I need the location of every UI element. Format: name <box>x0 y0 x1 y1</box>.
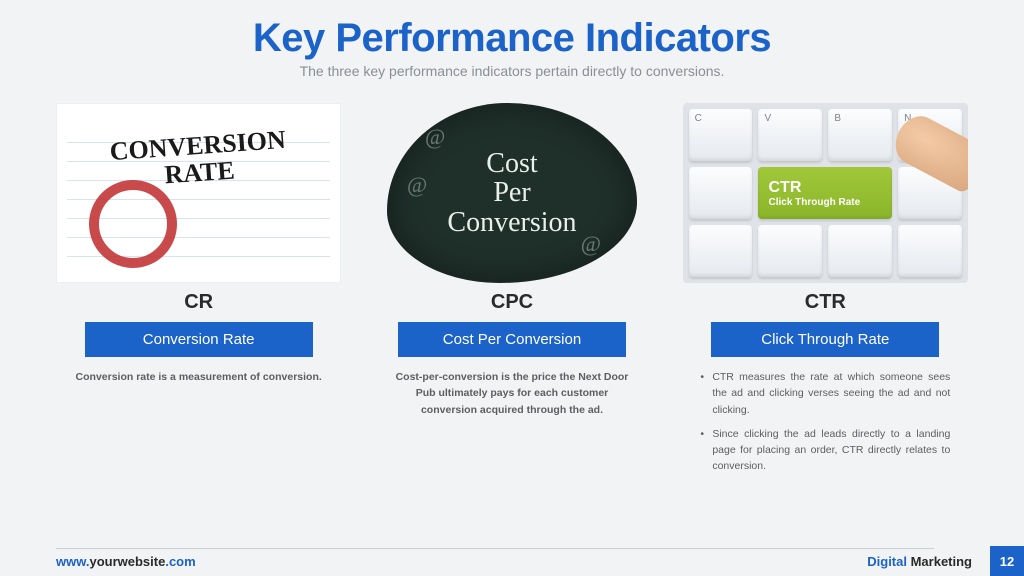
card-ctr: C V B N CTR Click Through Rate CTR Click… <box>683 103 968 483</box>
swirl-icon: @ <box>581 232 601 255</box>
header: Key Performance Indicators The three key… <box>0 0 1024 79</box>
card-cpc: @ @ @ Cost Per Conversion CPC Cost Per C… <box>369 103 654 483</box>
key: B <box>828 109 892 161</box>
key <box>689 167 753 219</box>
card-ctr-bullet: Since clicking the ad leads directly to … <box>700 426 950 475</box>
card-ctr-desc: CTR measures the rate at which someone s… <box>700 369 950 483</box>
card-ctr-bullet: CTR measures the rate at which someone s… <box>700 369 950 418</box>
chalk-line3: Conversion <box>447 208 576 237</box>
card-cr-image: CONVERSION RATE <box>56 103 341 283</box>
ctr-key-sub: Click Through Rate <box>768 197 860 208</box>
card-cpc-abbr: CPC <box>491 291 533 314</box>
footer-divider <box>56 548 934 549</box>
card-ctr-abbr: CTR <box>805 291 846 314</box>
chalk-line1: Cost <box>486 149 537 178</box>
website-prefix: www. <box>56 554 89 569</box>
swirl-icon: @ <box>407 173 427 196</box>
key <box>758 225 822 277</box>
card-cpc-image: @ @ @ Cost Per Conversion <box>369 103 654 283</box>
website-suffix: .com <box>165 554 195 569</box>
brand-2: Marketing <box>907 554 972 569</box>
card-cr-abbr: CR <box>184 291 213 314</box>
page-number: 12 <box>990 546 1024 576</box>
footer-brand: Digital Marketing <box>867 554 972 569</box>
ctr-key-big: CTR <box>768 179 801 197</box>
key: V <box>758 109 822 161</box>
website-mid: yourwebsite <box>89 554 165 569</box>
footer: www.yourwebsite.com Digital Marketing 12 <box>0 546 1024 576</box>
ctr-key: CTR Click Through Rate <box>758 167 892 219</box>
key: C <box>689 109 753 161</box>
key <box>828 225 892 277</box>
card-cpc-desc: Cost-per-conversion is the price the Nex… <box>387 369 637 418</box>
chalkboard-blob: @ @ @ Cost Per Conversion <box>387 103 637 283</box>
page-title: Key Performance Indicators <box>0 16 1024 61</box>
card-cr-desc: Conversion rate is a measurement of conv… <box>74 369 324 385</box>
swirl-icon: @ <box>425 125 445 148</box>
card-cr-bar: Conversion Rate <box>85 322 313 357</box>
page-subtitle: The three key performance indicators per… <box>0 63 1024 79</box>
card-ctr-image: C V B N CTR Click Through Rate <box>683 103 968 283</box>
key <box>689 225 753 277</box>
stamp-icon <box>89 180 177 268</box>
brand-1: Digital <box>867 554 907 569</box>
key <box>898 225 962 277</box>
card-ctr-bar: Click Through Rate <box>711 322 939 357</box>
card-cr: CONVERSION RATE CR Conversion Rate Conve… <box>56 103 341 483</box>
marker-line2: RATE <box>164 156 236 190</box>
footer-website: www.yourwebsite.com <box>56 554 196 569</box>
cards-row: CONVERSION RATE CR Conversion Rate Conve… <box>0 79 1024 483</box>
card-cpc-bar: Cost Per Conversion <box>398 322 626 357</box>
chalk-line2: Per <box>493 178 530 207</box>
footer-right: Digital Marketing 12 <box>867 546 1024 576</box>
